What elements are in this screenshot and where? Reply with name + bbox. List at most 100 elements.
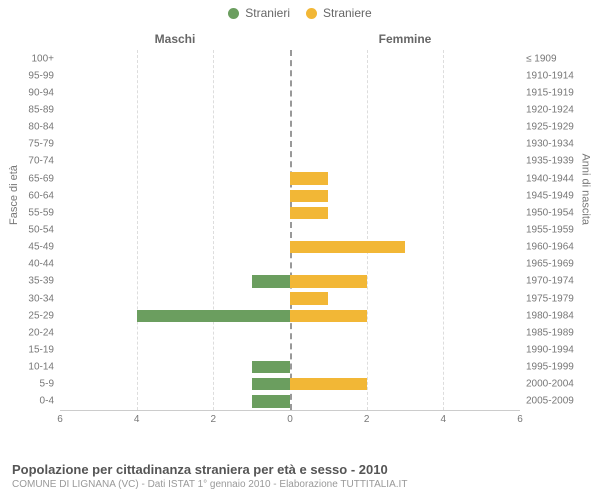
legend-male-swatch — [228, 8, 239, 19]
x-tick: 4 — [134, 410, 140, 425]
bar-row — [60, 87, 520, 99]
y-tick-age: 85-89 — [28, 105, 60, 116]
y-tick-birth: 1930-1934 — [520, 139, 574, 150]
bar-male — [137, 310, 290, 322]
y-tick-age: 95-99 — [28, 70, 60, 81]
legend-female-swatch — [306, 8, 317, 19]
bar-female — [290, 378, 367, 390]
chart-area: Maschi Femmine 6420246 100+≤ 190995-9919… — [60, 30, 520, 440]
bar-row — [60, 104, 520, 116]
y-tick-birth: 1965-1969 — [520, 259, 574, 270]
x-tick: 0 — [287, 410, 293, 425]
bar-row — [60, 138, 520, 150]
legend: Stranieri Straniere — [0, 0, 600, 20]
bar-row — [60, 70, 520, 82]
y-tick-birth: 1935-1939 — [520, 156, 574, 167]
legend-male: Stranieri — [228, 6, 290, 20]
x-tick: 6 — [57, 410, 63, 425]
y-tick-birth: 1975-1979 — [520, 293, 574, 304]
y-tick-age: 60-64 — [28, 190, 60, 201]
y-tick-birth: 1995-1999 — [520, 362, 574, 373]
y-tick-age: 100+ — [31, 53, 60, 64]
y-tick-age: 65-69 — [28, 173, 60, 184]
x-tick: 4 — [441, 410, 447, 425]
y-tick-age: 80-84 — [28, 122, 60, 133]
y-tick-birth: 2000-2004 — [520, 379, 574, 390]
column-header-female: Femmine — [379, 32, 432, 46]
bar-row — [60, 327, 520, 339]
y-tick-birth: 1990-1994 — [520, 345, 574, 356]
bar-row — [60, 378, 520, 390]
bar-row — [60, 224, 520, 236]
legend-male-label: Stranieri — [245, 6, 290, 20]
bar-row — [60, 172, 520, 184]
y-axis-right-title: Anni di nascita — [580, 153, 592, 225]
y-tick-birth: 1915-1919 — [520, 87, 574, 98]
y-tick-age: 25-29 — [28, 310, 60, 321]
y-tick-age: 40-44 — [28, 259, 60, 270]
y-tick-birth: 1945-1949 — [520, 190, 574, 201]
bar-female — [290, 190, 328, 202]
y-tick-age: 10-14 — [28, 362, 60, 373]
y-tick-age: 35-39 — [28, 276, 60, 287]
bar-row — [60, 207, 520, 219]
bar-row — [60, 258, 520, 270]
y-tick-age: 75-79 — [28, 139, 60, 150]
bar-female — [290, 207, 328, 219]
bar-row — [60, 190, 520, 202]
bar-male — [252, 275, 290, 287]
y-tick-birth: 1985-1989 — [520, 327, 574, 338]
bar-female — [290, 275, 367, 287]
bar-row — [60, 395, 520, 407]
x-tick: 2 — [211, 410, 217, 425]
bar-female — [290, 172, 328, 184]
chart-footer: Popolazione per cittadinanza straniera p… — [12, 462, 588, 490]
y-tick-birth: 1970-1974 — [520, 276, 574, 287]
plot: 6420246 — [60, 50, 520, 411]
bar-row — [60, 121, 520, 133]
y-tick-birth: 2005-2009 — [520, 396, 574, 407]
y-axis-left-title: Fasce di età — [8, 165, 20, 225]
x-tick: 2 — [364, 410, 370, 425]
chart-title: Popolazione per cittadinanza straniera p… — [12, 462, 588, 477]
chart-subtitle: COMUNE DI LIGNANA (VC) - Dati ISTAT 1° g… — [12, 479, 588, 490]
y-tick-age: 90-94 — [28, 87, 60, 98]
y-tick-birth: 1910-1914 — [520, 70, 574, 81]
y-tick-birth: 1925-1929 — [520, 122, 574, 133]
x-tick: 6 — [517, 410, 523, 425]
y-tick-birth: 1940-1944 — [520, 173, 574, 184]
y-tick-birth: 1955-1959 — [520, 225, 574, 236]
y-tick-birth: 1920-1924 — [520, 105, 574, 116]
bar-male — [252, 361, 290, 373]
bar-row — [60, 275, 520, 287]
y-tick-age: 50-54 — [28, 225, 60, 236]
y-tick-birth: 1960-1964 — [520, 242, 574, 253]
y-tick-birth: 1980-1984 — [520, 310, 574, 321]
column-header-male: Maschi — [155, 32, 196, 46]
bar-row — [60, 361, 520, 373]
y-tick-age: 30-34 — [28, 293, 60, 304]
bar-row — [60, 292, 520, 304]
bar-female — [290, 241, 405, 253]
bar-male — [252, 378, 290, 390]
population-pyramid-chart: Stranieri Straniere Fasce di età Anni di… — [0, 0, 600, 500]
bar-row — [60, 241, 520, 253]
legend-female: Straniere — [306, 6, 372, 20]
y-tick-birth: 1950-1954 — [520, 207, 574, 218]
bar-row — [60, 155, 520, 167]
y-tick-age: 20-24 — [28, 327, 60, 338]
bar-row — [60, 52, 520, 64]
bar-male — [252, 395, 290, 407]
y-tick-age: 55-59 — [28, 207, 60, 218]
y-tick-birth: ≤ 1909 — [520, 53, 557, 64]
y-tick-age: 0-4 — [40, 396, 60, 407]
y-tick-age: 45-49 — [28, 242, 60, 253]
bar-row — [60, 344, 520, 356]
bar-row — [60, 310, 520, 322]
y-tick-age: 5-9 — [40, 379, 60, 390]
y-tick-age: 15-19 — [28, 345, 60, 356]
legend-female-label: Straniere — [323, 6, 372, 20]
bar-female — [290, 310, 367, 322]
bar-female — [290, 292, 328, 304]
y-tick-age: 70-74 — [28, 156, 60, 167]
